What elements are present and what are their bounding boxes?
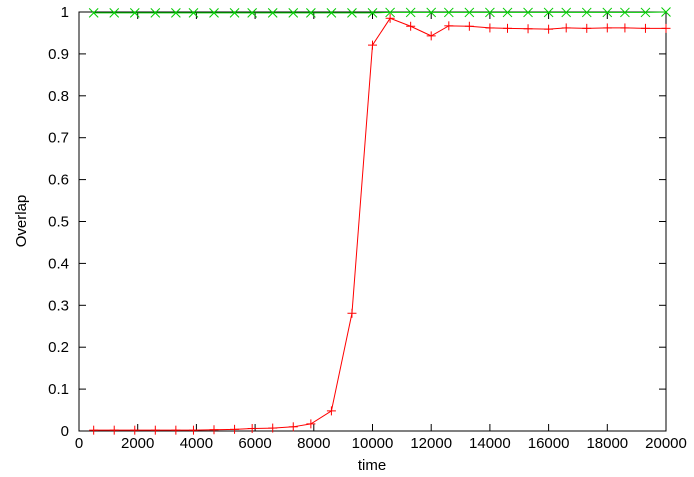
x-tick-label: 18000 [586,435,628,452]
series-2-point [288,7,299,18]
x-tick-label: 14000 [469,435,511,452]
series-1-point [582,23,592,33]
series-1-point [109,425,119,435]
series-1-point [171,425,181,435]
series-2-point [485,7,495,18]
series-2-point [326,7,337,18]
series-1-point [368,40,377,50]
series-2-point [561,7,572,18]
x-tick-label: 16000 [528,435,570,452]
series-2-point [229,7,240,18]
series-2-line [93,11,667,14]
series-1-point [444,21,454,31]
series-2-point [405,7,416,18]
series-2-point [443,7,454,18]
y-tick-label: 0 [61,423,69,440]
series-1-point [247,423,257,433]
series-2-point [523,7,533,18]
x-tick-label: 10000 [352,435,394,452]
series-1-point [544,24,554,34]
series-2-point [581,7,592,18]
y-tick-label: 0.1 [48,381,69,398]
series-2-point [129,7,140,18]
series-1-point [426,31,436,41]
series-1 [89,13,671,435]
y-axis-title: Overlap [13,195,30,248]
series-2-point [385,7,395,18]
series-2-point [602,7,613,18]
series-1-point [640,23,650,33]
series-1-point [464,21,474,31]
y-tick-label: 0.3 [48,297,69,314]
series-2-point [109,7,120,18]
series-1-point [130,425,140,435]
series-layer [88,7,671,435]
y-tick-label: 0.7 [48,130,69,147]
x-tick-label: 2000 [121,435,154,452]
series-2-point [640,7,651,18]
series-2-point [502,7,513,18]
series-2-point [88,7,99,18]
series-2-point [543,7,554,18]
series-1-point [523,24,533,34]
plot-area-frame [78,11,667,432]
series-1-point [503,23,513,33]
y-tick-label: 0.2 [48,339,69,356]
series-1-point [602,23,612,33]
series-2-point [188,7,199,18]
series-1-point [188,425,198,435]
series-2-point [267,7,278,18]
series-2-point [150,7,161,18]
series-1-point [620,23,630,33]
series-1-point [406,21,416,31]
series-1-point [661,23,671,33]
series-1-point [268,423,278,433]
series-1-point [485,23,495,33]
x-tick-label: 0 [75,435,83,452]
series-1-point [306,419,316,429]
series-1-line [93,17,666,431]
series-1-point [89,425,99,435]
series-1-point [150,425,160,435]
series-2-point [247,7,258,18]
series-1-point [209,425,219,435]
series-1-point [561,23,571,33]
series-1-point [347,308,357,318]
x-tick-label: 6000 [238,435,271,452]
y-tick-label: 0.9 [48,46,69,63]
axes: 0 2000 4000 6000 8000 10000 12000 14000 16000 180… [48,4,687,452]
series-2-point [171,7,181,18]
series-2-point [426,7,437,18]
x-tick-label: 20000 [645,435,687,452]
y-tick-label: 0.8 [48,88,69,105]
x-axis-title: time [358,457,386,474]
y-tick-label: 0.4 [48,255,69,272]
y-tick-label: 1 [61,4,69,21]
series-2-point [661,7,671,17]
series-1-point [385,13,395,23]
y-tick-label: 0.6 [48,172,69,189]
x-tick-label: 4000 [180,435,213,452]
series-2-point [347,7,357,18]
series-2 [88,7,671,18]
series-2-point [306,7,316,18]
x-tick-label: 12000 [410,435,452,452]
series-2-point [620,7,630,18]
series-2-point [367,7,378,18]
series-2-point [464,7,475,18]
series-2-point [209,7,219,18]
series-1-point [230,424,240,434]
y-tick-label: 0.5 [48,214,69,231]
series-1-point [326,406,336,416]
x-tick-label: 8000 [297,435,330,452]
series-1-point [288,422,298,432]
